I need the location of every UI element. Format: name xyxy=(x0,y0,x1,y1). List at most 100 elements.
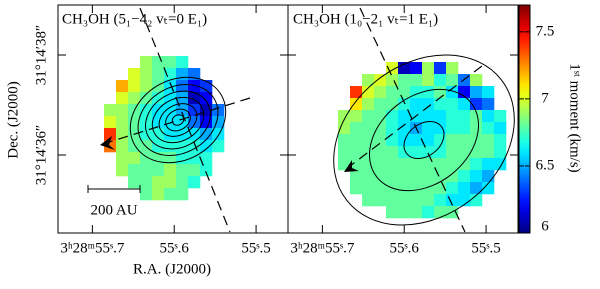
pixel xyxy=(188,116,201,129)
pixel xyxy=(188,104,201,117)
pixel xyxy=(434,86,447,99)
pixel xyxy=(434,194,447,207)
pixel xyxy=(422,182,435,195)
pixel xyxy=(470,158,483,171)
pixel xyxy=(212,140,225,153)
pixel xyxy=(398,158,411,171)
pixel xyxy=(362,74,375,87)
contour xyxy=(333,54,515,226)
pixel xyxy=(386,110,399,123)
pixel xyxy=(446,158,459,171)
pixel xyxy=(410,62,423,75)
pixel xyxy=(446,170,459,183)
pixel xyxy=(116,164,129,177)
pixel xyxy=(152,116,165,129)
pixel xyxy=(446,122,459,135)
colorbar-tick-label: 6.5 xyxy=(536,157,555,173)
pixel xyxy=(410,194,423,207)
pixel xyxy=(446,134,459,147)
pixel xyxy=(386,146,399,159)
pixel xyxy=(494,122,507,135)
pixel xyxy=(422,170,435,183)
pixel xyxy=(386,158,399,171)
pixel xyxy=(338,110,351,123)
outflow-line xyxy=(349,65,483,167)
pixel xyxy=(176,140,189,153)
pixel xyxy=(140,80,153,93)
pixel xyxy=(398,86,411,99)
pixel xyxy=(128,176,141,189)
pixel xyxy=(434,74,447,87)
arrow-head xyxy=(344,160,359,172)
pixel xyxy=(140,104,153,117)
contour xyxy=(403,120,445,160)
pixel xyxy=(152,92,165,105)
contour xyxy=(129,76,227,164)
pixel xyxy=(350,98,363,111)
pixel xyxy=(350,170,363,183)
contour xyxy=(151,96,205,144)
pixel xyxy=(128,152,141,165)
pixel xyxy=(188,176,201,189)
pixel xyxy=(482,98,495,111)
pixel xyxy=(362,122,375,135)
pixel xyxy=(434,122,447,135)
pixel xyxy=(176,188,189,201)
pixel xyxy=(140,164,153,177)
pixel xyxy=(386,98,399,111)
panel-title: CH₃OH (5₁−4₂ vₜ=0 E₁) xyxy=(62,11,207,27)
contour xyxy=(158,103,198,137)
pixel xyxy=(482,134,495,147)
pixel xyxy=(350,158,363,171)
pixel xyxy=(422,98,435,111)
pixel xyxy=(116,152,129,165)
contour xyxy=(145,90,211,150)
pixel xyxy=(446,110,459,123)
pixel xyxy=(458,158,471,171)
pixel xyxy=(362,86,375,99)
pixel xyxy=(434,170,447,183)
pixel xyxy=(458,110,471,123)
pixel xyxy=(140,68,153,81)
pixel xyxy=(482,122,495,135)
pixel xyxy=(176,56,189,69)
pixel xyxy=(164,104,177,117)
pixel xyxy=(362,134,375,147)
pixel xyxy=(398,134,411,147)
pixel xyxy=(362,170,375,183)
pixel xyxy=(470,110,483,123)
pixel xyxy=(410,146,423,159)
pixel xyxy=(200,92,213,105)
pixel xyxy=(374,158,387,171)
pixel xyxy=(470,146,483,159)
pixel xyxy=(410,182,423,195)
pixel xyxy=(128,92,141,105)
pixel xyxy=(494,110,507,123)
pixel xyxy=(410,158,423,171)
pixel xyxy=(350,122,363,135)
pixel xyxy=(152,164,165,177)
pixel xyxy=(446,62,459,75)
pixel xyxy=(470,98,483,111)
pixel xyxy=(458,98,471,111)
pixel xyxy=(362,158,375,171)
colorbar-tick-label: 7 xyxy=(541,90,549,106)
pixel xyxy=(470,170,483,183)
pixel xyxy=(422,146,435,159)
pixel xyxy=(458,86,471,99)
pixel xyxy=(470,74,483,87)
pixel xyxy=(398,170,411,183)
pixel xyxy=(410,170,423,183)
pixel xyxy=(422,86,435,99)
pixel xyxy=(140,56,153,69)
pixel xyxy=(176,104,189,117)
pixel xyxy=(104,128,117,141)
pixel xyxy=(116,92,129,105)
pixel xyxy=(470,86,483,99)
pixel xyxy=(362,110,375,123)
pixel xyxy=(446,146,459,159)
pixel xyxy=(116,116,129,129)
pixel xyxy=(470,122,483,135)
pixel xyxy=(152,188,165,201)
